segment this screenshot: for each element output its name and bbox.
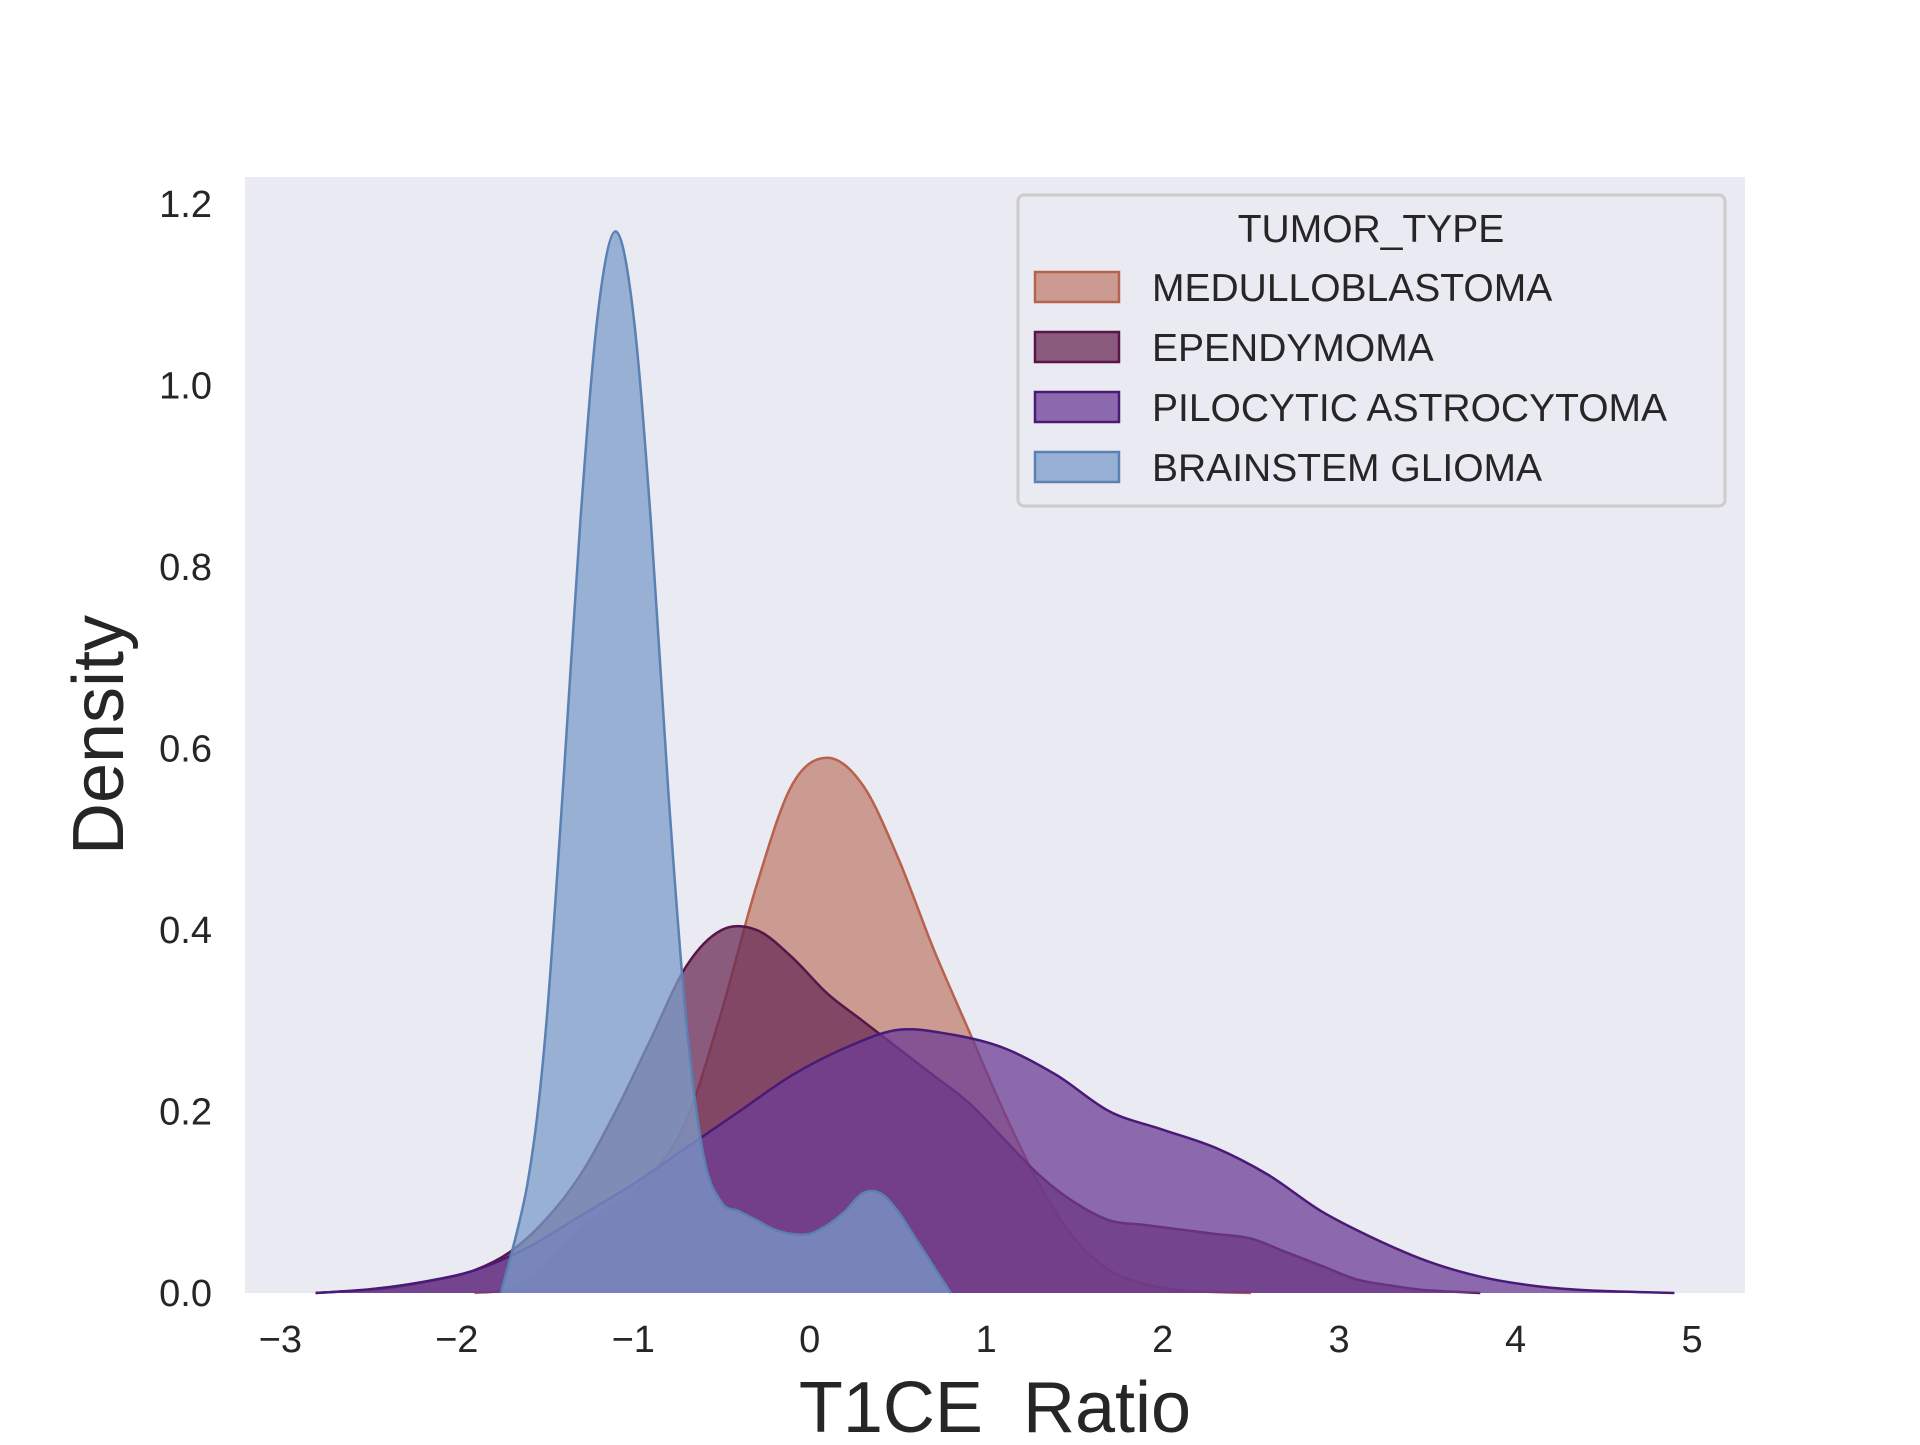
x-tick-label: 0 bbox=[799, 1319, 820, 1361]
y-tick-labels: 0.0 0.2 0.4 0.6 0.8 1.0 1.2 bbox=[159, 184, 212, 1315]
x-tick-label: 3 bbox=[1329, 1319, 1350, 1361]
x-tick-labels: −3 −2 −1 0 1 2 3 4 5 bbox=[259, 1319, 1703, 1361]
x-tick-label: −3 bbox=[259, 1319, 302, 1361]
legend-swatch-medulloblastoma bbox=[1033, 270, 1121, 304]
legend-frame bbox=[1016, 193, 1727, 508]
x-tick-label: 1 bbox=[976, 1319, 997, 1361]
y-tick-label: 1.0 bbox=[159, 366, 212, 408]
y-tick-label: 0.6 bbox=[159, 729, 212, 771]
y-tick-label: 0.0 bbox=[159, 1273, 212, 1315]
x-tick-label: 4 bbox=[1505, 1319, 1526, 1361]
x-tick-label: −2 bbox=[435, 1319, 478, 1361]
legend-label-brainstem-glioma: BRAINSTEM GLIOMA bbox=[1152, 447, 1542, 490]
y-axis-label: Density bbox=[59, 615, 139, 855]
legend-swatch-ependymoma bbox=[1033, 330, 1121, 364]
y-tick-label: 0.4 bbox=[159, 910, 212, 952]
legend-swatch-brainstem-glioma bbox=[1033, 450, 1121, 484]
legend-title: TUMOR_TYPE bbox=[1238, 208, 1505, 251]
x-tick-label: −1 bbox=[612, 1319, 655, 1361]
series-layer bbox=[315, 230, 1675, 1295]
legend-swatch-pilocytic-astrocytoma bbox=[1033, 390, 1121, 424]
legend-items: MEDULLOBLASTOMA EPENDYMOMA PILOCYTIC ASTRO… bbox=[1033, 267, 1667, 490]
legend-label-ependymoma: EPENDYMOMA bbox=[1152, 327, 1434, 370]
x-axis-label: T1CE_Ratio bbox=[799, 1368, 1191, 1440]
y-tick-label: 0.8 bbox=[159, 547, 212, 589]
x-tick-label: 2 bbox=[1152, 1319, 1173, 1361]
x-tick-label: 5 bbox=[1681, 1319, 1702, 1361]
legend-label-medulloblastoma: MEDULLOBLASTOMA bbox=[1152, 267, 1552, 310]
series-brainstem-glioma bbox=[499, 230, 952, 1294]
y-tick-label: 1.2 bbox=[159, 184, 212, 226]
legend-label-pilocytic-astrocytoma: PILOCYTIC ASTROCYTOMA bbox=[1152, 387, 1667, 430]
density-line-brainstem-glioma bbox=[499, 230, 952, 1294]
y-tick-label: 0.2 bbox=[159, 1092, 212, 1134]
legend: TUMOR_TYPE MEDULLOBLASTOMA EPENDYMOMA PILO… bbox=[1016, 193, 1727, 508]
density-area-brainstem-glioma bbox=[500, 231, 951, 1293]
